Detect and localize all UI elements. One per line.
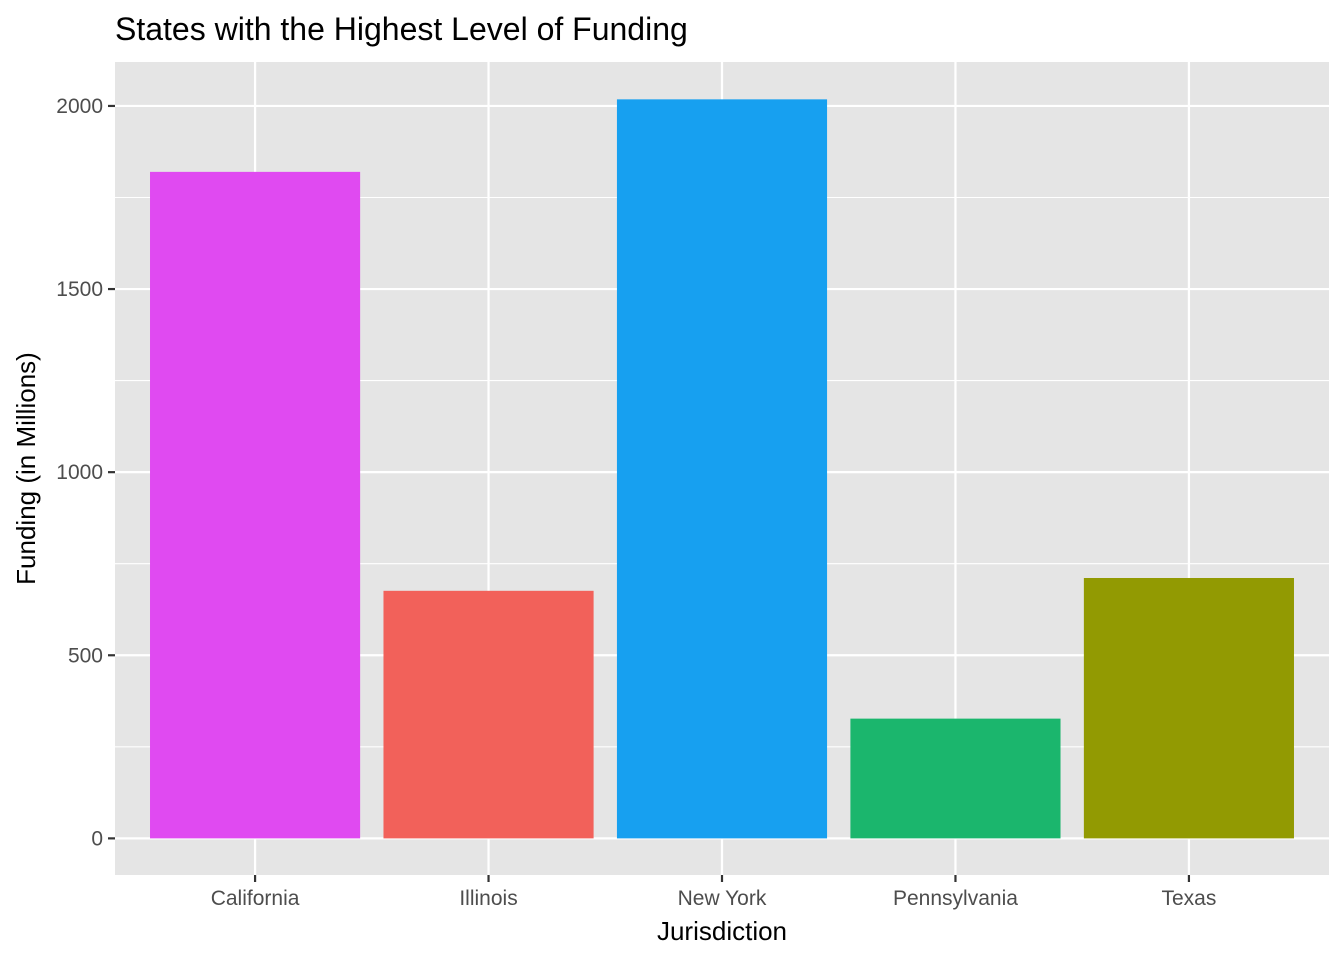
x-axis: California Illinois New York Pennsylvania Te… bbox=[211, 875, 1216, 910]
x-tick-label: New York bbox=[678, 887, 767, 910]
x-tick-label: California bbox=[211, 887, 300, 910]
x-tick-label: Illinois bbox=[459, 887, 517, 910]
bar-illinois bbox=[383, 590, 594, 839]
y-axis-title: Funding (in Millions) bbox=[11, 352, 41, 585]
bar-california bbox=[150, 171, 361, 839]
x-tick-label: Texas bbox=[1161, 887, 1216, 910]
y-tick-label: 500 bbox=[68, 644, 103, 667]
x-axis-title: Jurisdiction bbox=[657, 916, 787, 946]
bar-new-york bbox=[616, 99, 828, 839]
y-tick-label: 1500 bbox=[56, 278, 103, 301]
y-axis: 0 500 1000 1500 2000 bbox=[56, 95, 115, 850]
x-tick-label: Pennsylvania bbox=[893, 887, 1018, 910]
y-tick-label: 1000 bbox=[56, 461, 103, 484]
y-tick-label: 0 bbox=[91, 827, 103, 850]
bars bbox=[150, 99, 1294, 839]
bar-texas bbox=[1083, 577, 1294, 839]
bar-pennsylvania bbox=[850, 718, 1061, 839]
chart-title: States with the Highest Level of Funding bbox=[115, 11, 688, 47]
y-tick-label: 2000 bbox=[56, 95, 103, 118]
